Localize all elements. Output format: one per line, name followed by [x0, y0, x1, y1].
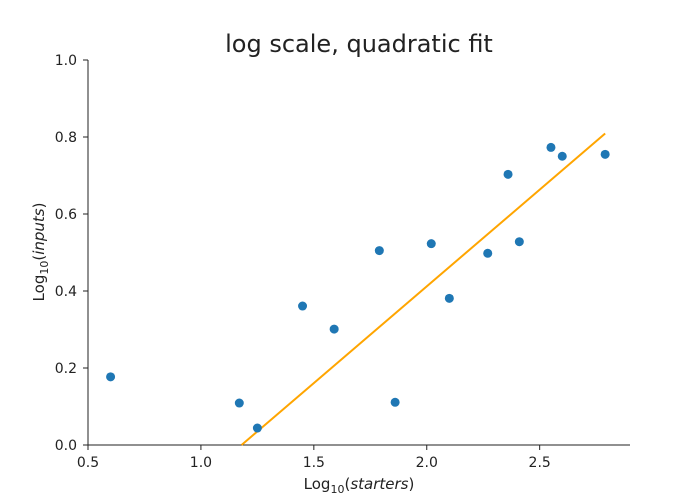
x-tick-label: 1.0 [190, 455, 212, 471]
data-point [546, 142, 556, 152]
data-point [483, 248, 493, 258]
data-point [390, 397, 400, 407]
y-tick-label: 0.0 [55, 438, 77, 454]
data-point [329, 324, 339, 334]
x-axis-label-prefix: Log [304, 475, 331, 493]
data-point [444, 293, 454, 303]
y-axis-label: Log10(inputs) [30, 203, 51, 302]
y-tick-label: 0.4 [55, 284, 77, 300]
x-tick-label: 0.5 [77, 455, 99, 471]
chart-title: log scale, quadratic fit [225, 30, 493, 58]
x-axis-label-close-paren: ) [408, 475, 414, 493]
data-point [503, 169, 513, 179]
data-point [514, 237, 524, 247]
axes [87, 60, 630, 446]
fit-line [240, 132, 606, 446]
y-axis-label-close-paren: ) [30, 203, 48, 209]
y-axis-label-subscript: 10 [38, 261, 51, 275]
x-tick-label: 2.0 [416, 455, 438, 471]
data-points [106, 142, 610, 433]
data-point [374, 246, 384, 256]
data-point [600, 149, 610, 159]
x-tick-label: 2.5 [529, 455, 551, 471]
data-point [298, 301, 308, 311]
y-axis-label-variable: inputs [30, 208, 48, 255]
y-tick-label: 1.0 [55, 53, 77, 69]
y-tick-label: 0.8 [55, 130, 77, 146]
y-ticks: 0.0 0.2 0.4 0.6 0.8 1.0 [55, 53, 88, 454]
x-axis-label-variable: starters [350, 475, 408, 493]
x-tick-label: 1.5 [303, 455, 325, 471]
data-point [106, 372, 116, 382]
x-axis-label: Log10(starters) [304, 475, 415, 496]
y-tick-label: 0.6 [55, 207, 77, 223]
x-axis-label-open-paren: ( [344, 475, 350, 493]
data-point [426, 239, 436, 249]
data-point [234, 398, 244, 408]
data-point [252, 423, 262, 433]
y-axis-label-prefix: Log [30, 275, 48, 302]
y-tick-label: 0.2 [55, 361, 77, 377]
x-ticks: 0.5 1.0 1.5 2.0 2.5 [77, 445, 551, 471]
data-point [557, 151, 567, 161]
x-axis-label-subscript: 10 [330, 483, 344, 496]
y-axis-label-open-paren: ( [30, 255, 48, 261]
